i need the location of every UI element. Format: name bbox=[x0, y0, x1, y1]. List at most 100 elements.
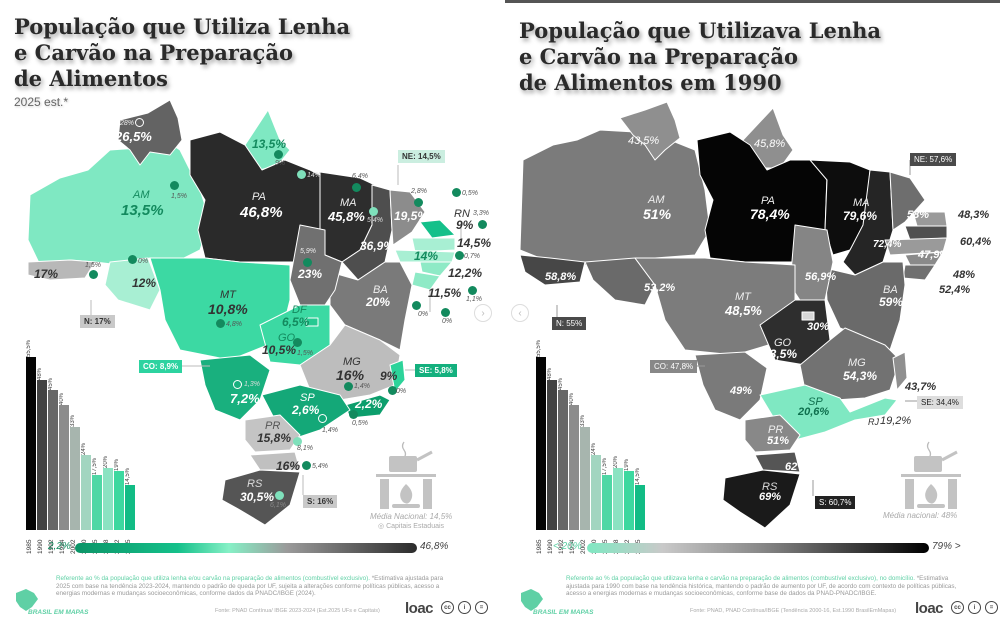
state-value-pr: 51% bbox=[767, 435, 790, 447]
cc-icon: cc bbox=[441, 601, 454, 614]
state-value-es: 9% bbox=[380, 369, 398, 383]
capital-marker-pa bbox=[297, 170, 306, 179]
title-line-3: de Alimentos em 1990 bbox=[519, 70, 782, 95]
region-badge-se: SE: 5,8% bbox=[415, 364, 457, 377]
footnote-estimate: *Estimativa ajustada para 1990 com base … bbox=[566, 575, 957, 597]
state-value-mt: 48,5% bbox=[725, 303, 762, 318]
state-value-rn: 9% bbox=[456, 218, 474, 232]
state-abbr-pr: PR bbox=[265, 420, 281, 432]
state-value-pa: 46,8% bbox=[240, 204, 283, 221]
capital-marker-ro bbox=[128, 255, 137, 264]
previous-slide-button[interactable]: ‹ bbox=[511, 304, 529, 322]
capital-label-se: 0% bbox=[442, 318, 453, 325]
region-badge-s: S: 60,7% bbox=[815, 496, 856, 509]
state-value-sc: 62% bbox=[785, 461, 808, 473]
bar-1985: 55,5% 1985 bbox=[536, 340, 546, 554]
region-badge-n: N: 17% bbox=[80, 315, 115, 328]
state-pb bbox=[411, 237, 456, 253]
state-ce bbox=[889, 171, 926, 231]
state-value-go: 10,5% bbox=[262, 343, 297, 357]
state-abbr-df: DF bbox=[292, 304, 307, 316]
capital-marker-rn bbox=[452, 188, 461, 197]
state-abbr-pa: PA bbox=[252, 191, 266, 203]
footnote-estimate: *Estimativa ajustada para 2025 com base … bbox=[56, 575, 444, 597]
state-ac bbox=[27, 259, 96, 281]
loac-logo: loac bbox=[915, 600, 944, 617]
capitals-legend-label: Capitais Estaduais bbox=[386, 523, 445, 530]
state-value-ce: 19,5% bbox=[394, 209, 429, 223]
state-value-ac: 58,8% bbox=[545, 271, 577, 283]
capital-label-pb: 3,3% bbox=[473, 210, 489, 217]
cc-nd-icon: = bbox=[475, 601, 488, 614]
region-badge-s: S: 16% bbox=[303, 495, 338, 508]
state-abbr-ba: BA bbox=[373, 284, 388, 296]
region-badge-ne: NE: 57,6% bbox=[910, 153, 957, 166]
cc-by-icon: i bbox=[968, 601, 981, 614]
state-sc bbox=[249, 451, 301, 471]
capital-marker-ce bbox=[414, 198, 423, 207]
state-value-am: 13,5% bbox=[121, 202, 164, 219]
cc-icon: cc bbox=[951, 601, 964, 614]
state-abbr-sp: SP bbox=[808, 396, 823, 408]
state-am bbox=[519, 129, 711, 266]
state-abbr-mt: MT bbox=[220, 289, 236, 301]
state-rn bbox=[419, 219, 456, 239]
capital-label-to: 5,9% bbox=[300, 248, 316, 255]
state-abbr-mg: MG bbox=[343, 356, 361, 368]
state-value-df: 6,5% bbox=[282, 315, 310, 329]
bar-2025: 14,5%2025 bbox=[635, 468, 645, 554]
stove-pot-icon bbox=[376, 441, 436, 509]
capital-marker-sp bbox=[318, 414, 327, 423]
state-abbr-am: AM bbox=[648, 194, 665, 206]
cc-by-icon: i bbox=[458, 601, 471, 614]
bar-2018: 20%2018 bbox=[613, 456, 623, 554]
capital-marker-ap bbox=[274, 150, 283, 159]
state-value-ms: 7,2% bbox=[230, 391, 260, 406]
state-abbr-go: GO bbox=[278, 332, 296, 344]
capital-marker-es bbox=[388, 386, 397, 395]
state-value-ac: 17% bbox=[34, 267, 59, 281]
capital-label-ba: 0% bbox=[418, 311, 429, 318]
title-line-1: População que Utiliza Lenha bbox=[14, 14, 351, 39]
state-value-rn: 48,3% bbox=[958, 209, 990, 221]
state-value-ro: 53,2% bbox=[644, 282, 676, 294]
footnote: Referente ao % da população que utilizav… bbox=[566, 575, 966, 598]
region-badge-co: CO: 47,8% bbox=[650, 360, 698, 373]
bar-1994: 40% 1994 bbox=[569, 393, 579, 554]
state-value-sc: 16% bbox=[276, 459, 301, 473]
region-badge-co: CO: 8,9% bbox=[139, 360, 183, 373]
capital-label-rj: 0,5% bbox=[352, 420, 368, 427]
state-value-to: 56,9% bbox=[805, 271, 837, 283]
state-value-df: 30% bbox=[807, 321, 830, 333]
historical-bar-chart-left: 55,5% 1985 48% 1990 45% 1992 40% 1994 33% 200… bbox=[26, 340, 135, 554]
capital-label-rn: 0,5% bbox=[462, 190, 478, 197]
state-value-sp: 2,6% bbox=[292, 403, 320, 417]
state-abbr-rs: RS bbox=[762, 481, 778, 493]
capital-marker-pe bbox=[455, 251, 464, 260]
state-value-rr: 26,5% bbox=[115, 129, 152, 144]
state-value-ro: 12% bbox=[132, 276, 157, 290]
bar-2010: 24%2010 bbox=[81, 443, 91, 554]
state-abbr-pa: PA bbox=[761, 195, 775, 207]
state-rs bbox=[221, 469, 301, 526]
capital-label-rr: 28% bbox=[120, 120, 135, 127]
title-line-1: População que Utilizava Lenha bbox=[519, 18, 881, 43]
footnote-definition: Referente ao % da população que utiliza … bbox=[56, 575, 370, 582]
capital-marker-sc bbox=[302, 461, 311, 470]
state-abbr-ma: MA bbox=[853, 197, 870, 209]
capital-marker-pb bbox=[478, 220, 487, 229]
capital-label-ac: 1,5% bbox=[85, 262, 101, 269]
state-value-rj: 19,2% bbox=[880, 415, 912, 427]
bar-1992: 45% 1992 bbox=[558, 378, 568, 554]
state-value-pi: 36,9% bbox=[360, 239, 395, 253]
capital-label-pi: 5,4% bbox=[367, 217, 383, 224]
bar-2022: 19%2022 bbox=[624, 459, 634, 554]
state-rr bbox=[117, 99, 183, 166]
capital-label-sc: 5,4% bbox=[312, 463, 328, 470]
capital-label-mg: 1,4% bbox=[354, 383, 370, 390]
capital-label-ma: 6,4% bbox=[352, 173, 368, 180]
state-abbr-ma: MA bbox=[340, 197, 357, 209]
state-value-mg: 54,3% bbox=[843, 369, 878, 383]
next-slide-button[interactable]: › bbox=[474, 304, 492, 322]
capital-marker-mg bbox=[344, 382, 353, 391]
